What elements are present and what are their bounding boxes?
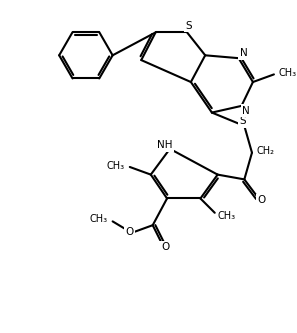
Text: S: S [186, 21, 192, 31]
Text: NH: NH [157, 140, 173, 150]
Text: O: O [126, 227, 134, 237]
Text: CH₃: CH₃ [90, 214, 108, 224]
Text: CH₃: CH₃ [107, 161, 125, 171]
Text: N: N [239, 48, 247, 58]
Text: S: S [239, 116, 246, 126]
Text: O: O [257, 195, 266, 205]
Text: CH₃: CH₃ [218, 211, 236, 221]
Text: N: N [242, 106, 250, 116]
Text: CH₂: CH₂ [257, 146, 275, 156]
Text: O: O [161, 242, 169, 252]
Text: CH₃: CH₃ [279, 69, 297, 79]
